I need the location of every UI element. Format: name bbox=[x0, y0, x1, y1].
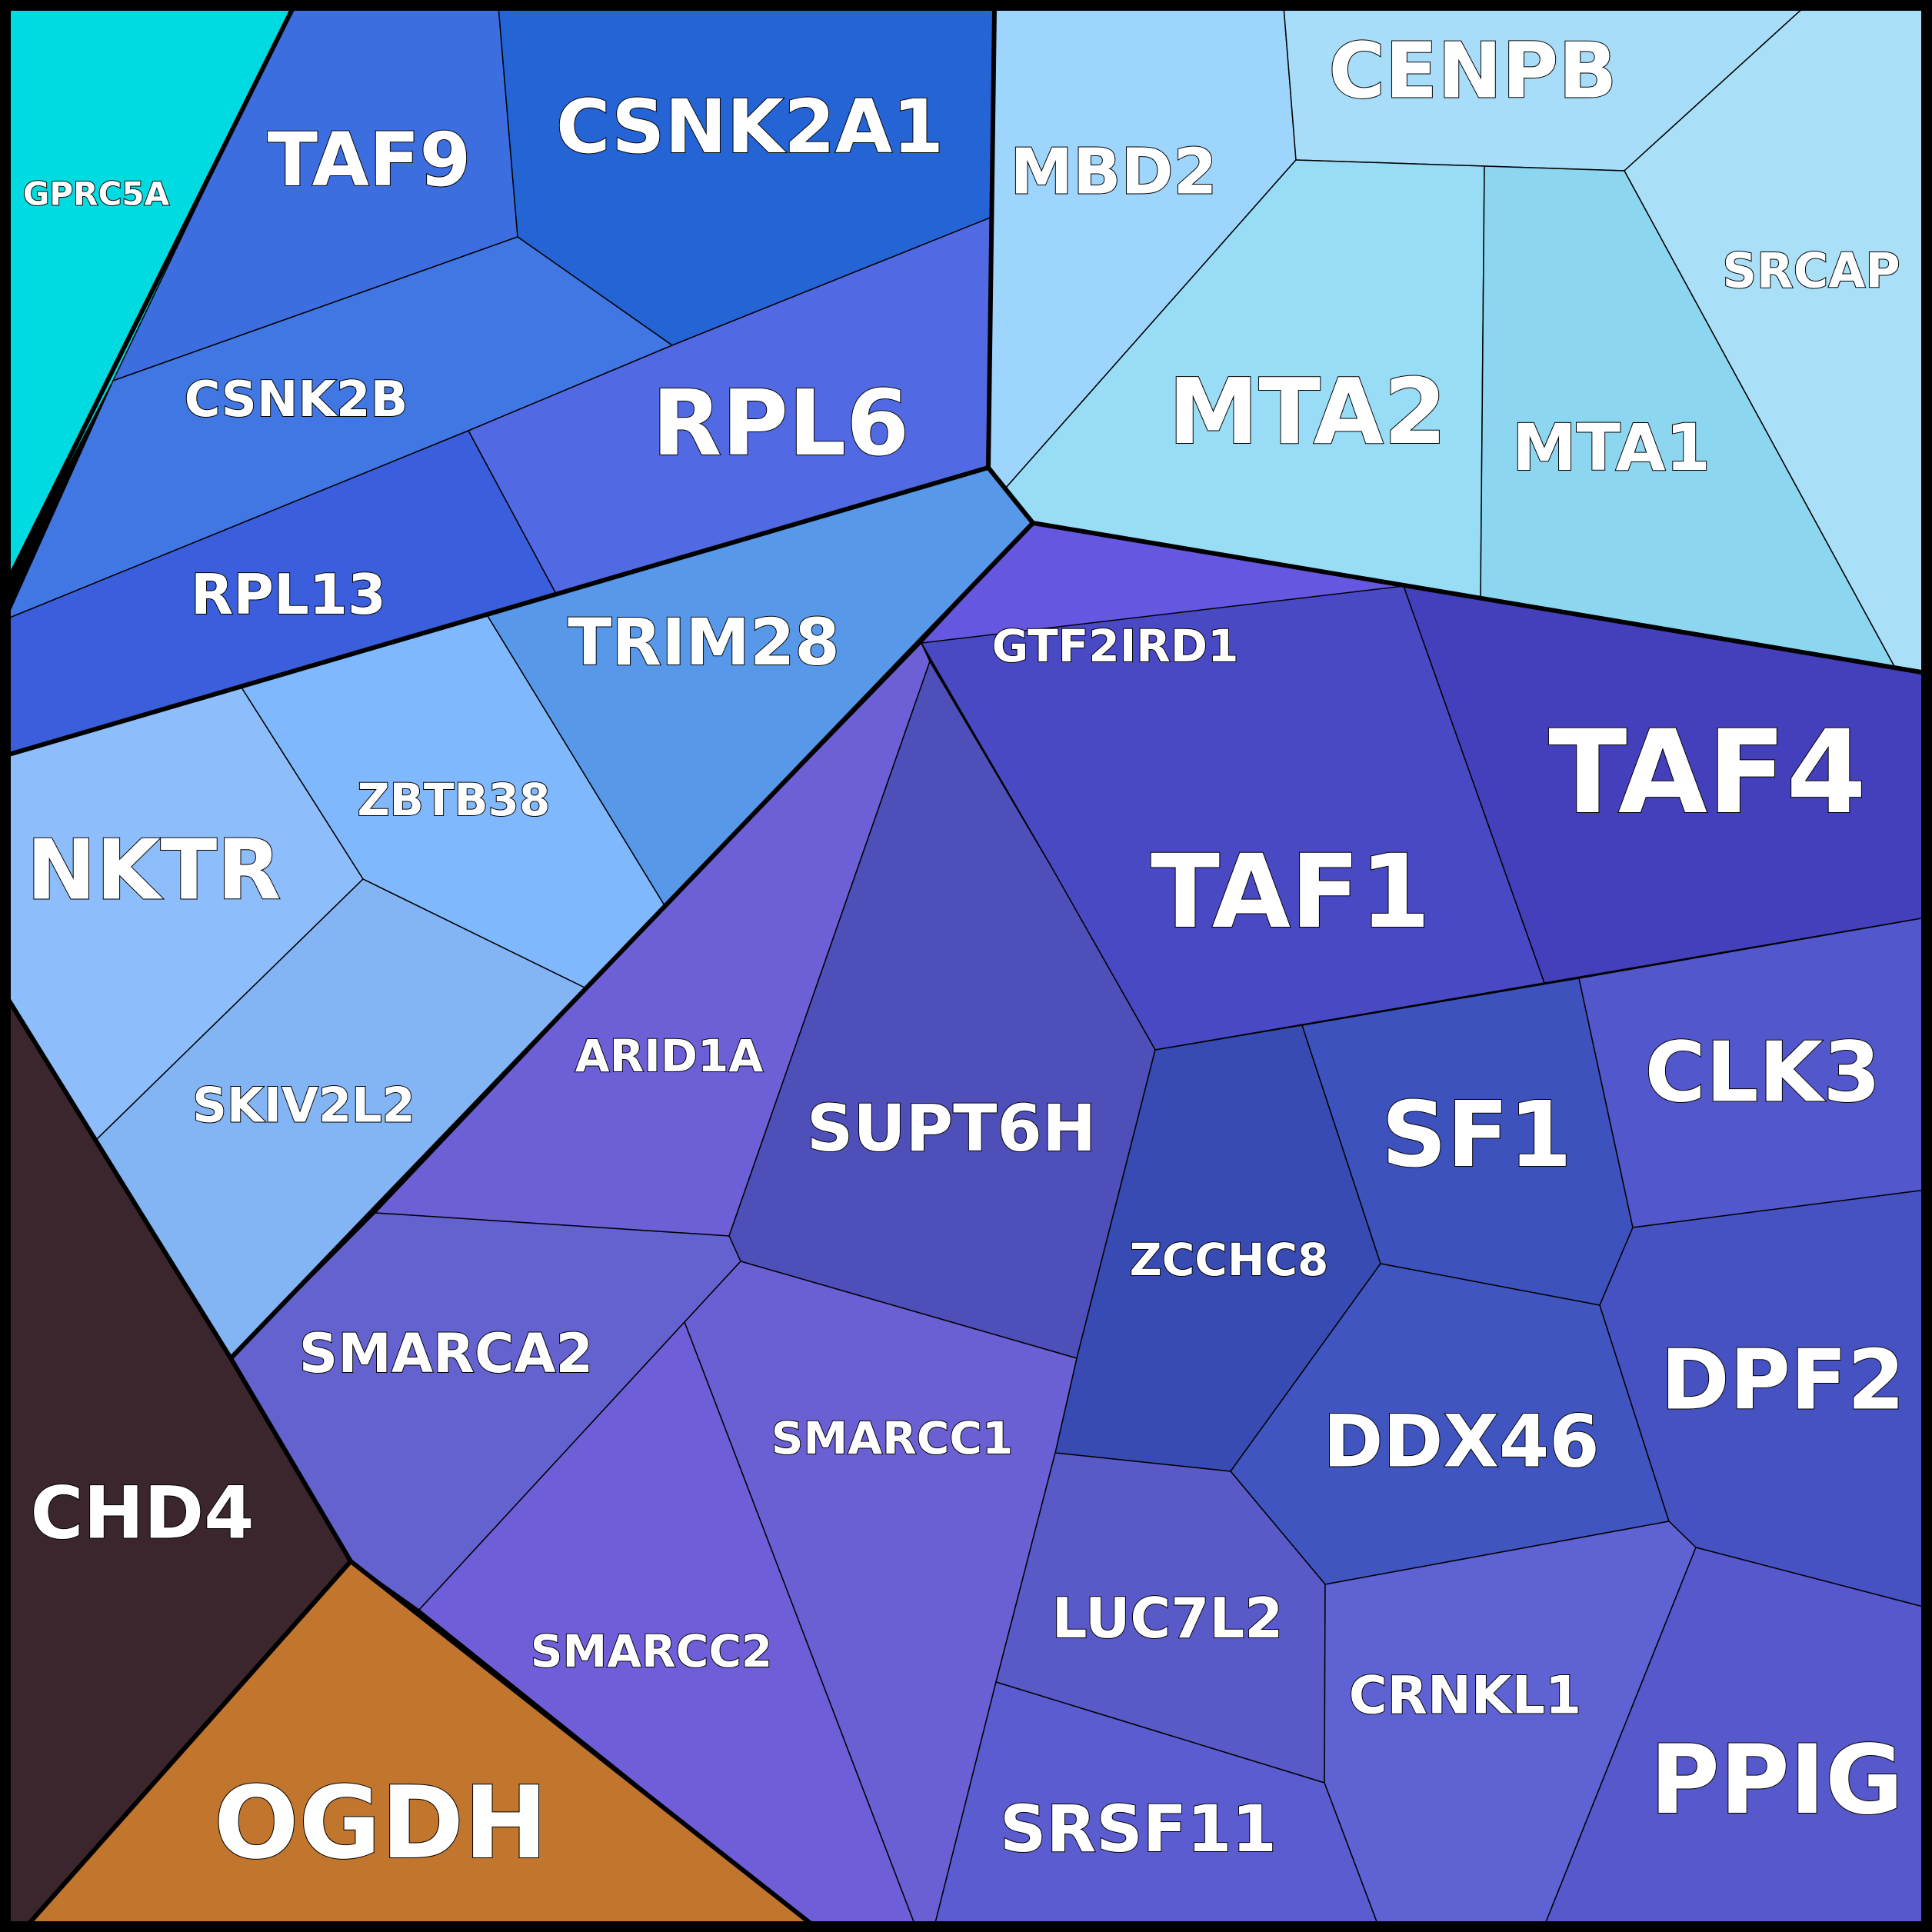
cell-label-smarcc1: SMARCC1 bbox=[771, 1412, 1014, 1464]
cell-label-chd4: CHD4 bbox=[30, 1472, 254, 1556]
labels-layer: GPRC5A TAF9 CSNK2A1 CSNK2B RPL6 RPL13 TRIM28 ZB… bbox=[22, 25, 1906, 1883]
cell-label-cenpb: CENPB bbox=[1329, 26, 1617, 116]
cell-label-smarcc2: SMARCC2 bbox=[531, 1625, 773, 1677]
cell-label-arid1a: ARID1A bbox=[575, 1030, 764, 1082]
cells-layer bbox=[5, 5, 1927, 1927]
cell-label-ppig: PPIG bbox=[1650, 1725, 1904, 1836]
cell-label-rpl13: RPL13 bbox=[191, 562, 386, 627]
cell-label-supt6h: SUPT6H bbox=[807, 1091, 1096, 1166]
cell-label-taf9: TAF9 bbox=[268, 117, 471, 203]
cell-label-srsf11: SRSF11 bbox=[1000, 1791, 1277, 1867]
cell-label-dpf2: DPF2 bbox=[1661, 1333, 1905, 1429]
cell-label-csnk2b: CSNK2B bbox=[185, 371, 408, 428]
cell-label-csnk2a1: CSNK2A1 bbox=[556, 84, 944, 170]
cell-label-crnkl1: CRNKL1 bbox=[1349, 1666, 1582, 1727]
cell-label-gprc5a: GPRC5A bbox=[23, 175, 170, 213]
cell-label-smarca2: SMARCA2 bbox=[299, 1322, 593, 1385]
cell-label-zbtb38: ZBTB38 bbox=[358, 774, 551, 826]
cell-label-sf1: SF1 bbox=[1381, 1081, 1572, 1188]
cell-label-zcchc8: ZCCHC8 bbox=[1130, 1234, 1329, 1286]
cell-label-ddx46: DDX46 bbox=[1323, 1401, 1599, 1484]
cell-label-mta2: MTA2 bbox=[1168, 358, 1447, 465]
cell-label-nktr: NKTR bbox=[27, 823, 281, 919]
cell-label-ogdh: OGDH bbox=[214, 1764, 548, 1881]
cell-label-taf4: TAF4 bbox=[1548, 706, 1867, 840]
group-borders bbox=[4, 8, 1927, 1928]
cell-label-luc7l2: LUC7L2 bbox=[1052, 1586, 1284, 1651]
cell-label-mbd2: MBD2 bbox=[1010, 136, 1217, 209]
cell-label-srcap: SRCAP bbox=[1722, 243, 1900, 299]
cell-label-mta1: MTA1 bbox=[1512, 410, 1710, 485]
cell-label-gtf2ird1: GTF2IRD1 bbox=[992, 620, 1239, 672]
cell-label-trim28: TRIM28 bbox=[568, 605, 840, 680]
cell-label-skiv2l2: SKIV2L2 bbox=[192, 1078, 415, 1134]
cell-label-clk3: CLK3 bbox=[1645, 1025, 1881, 1121]
cell-label-taf1: TAF1 bbox=[1151, 833, 1431, 951]
cell-label-rpl6: RPL6 bbox=[652, 370, 910, 476]
